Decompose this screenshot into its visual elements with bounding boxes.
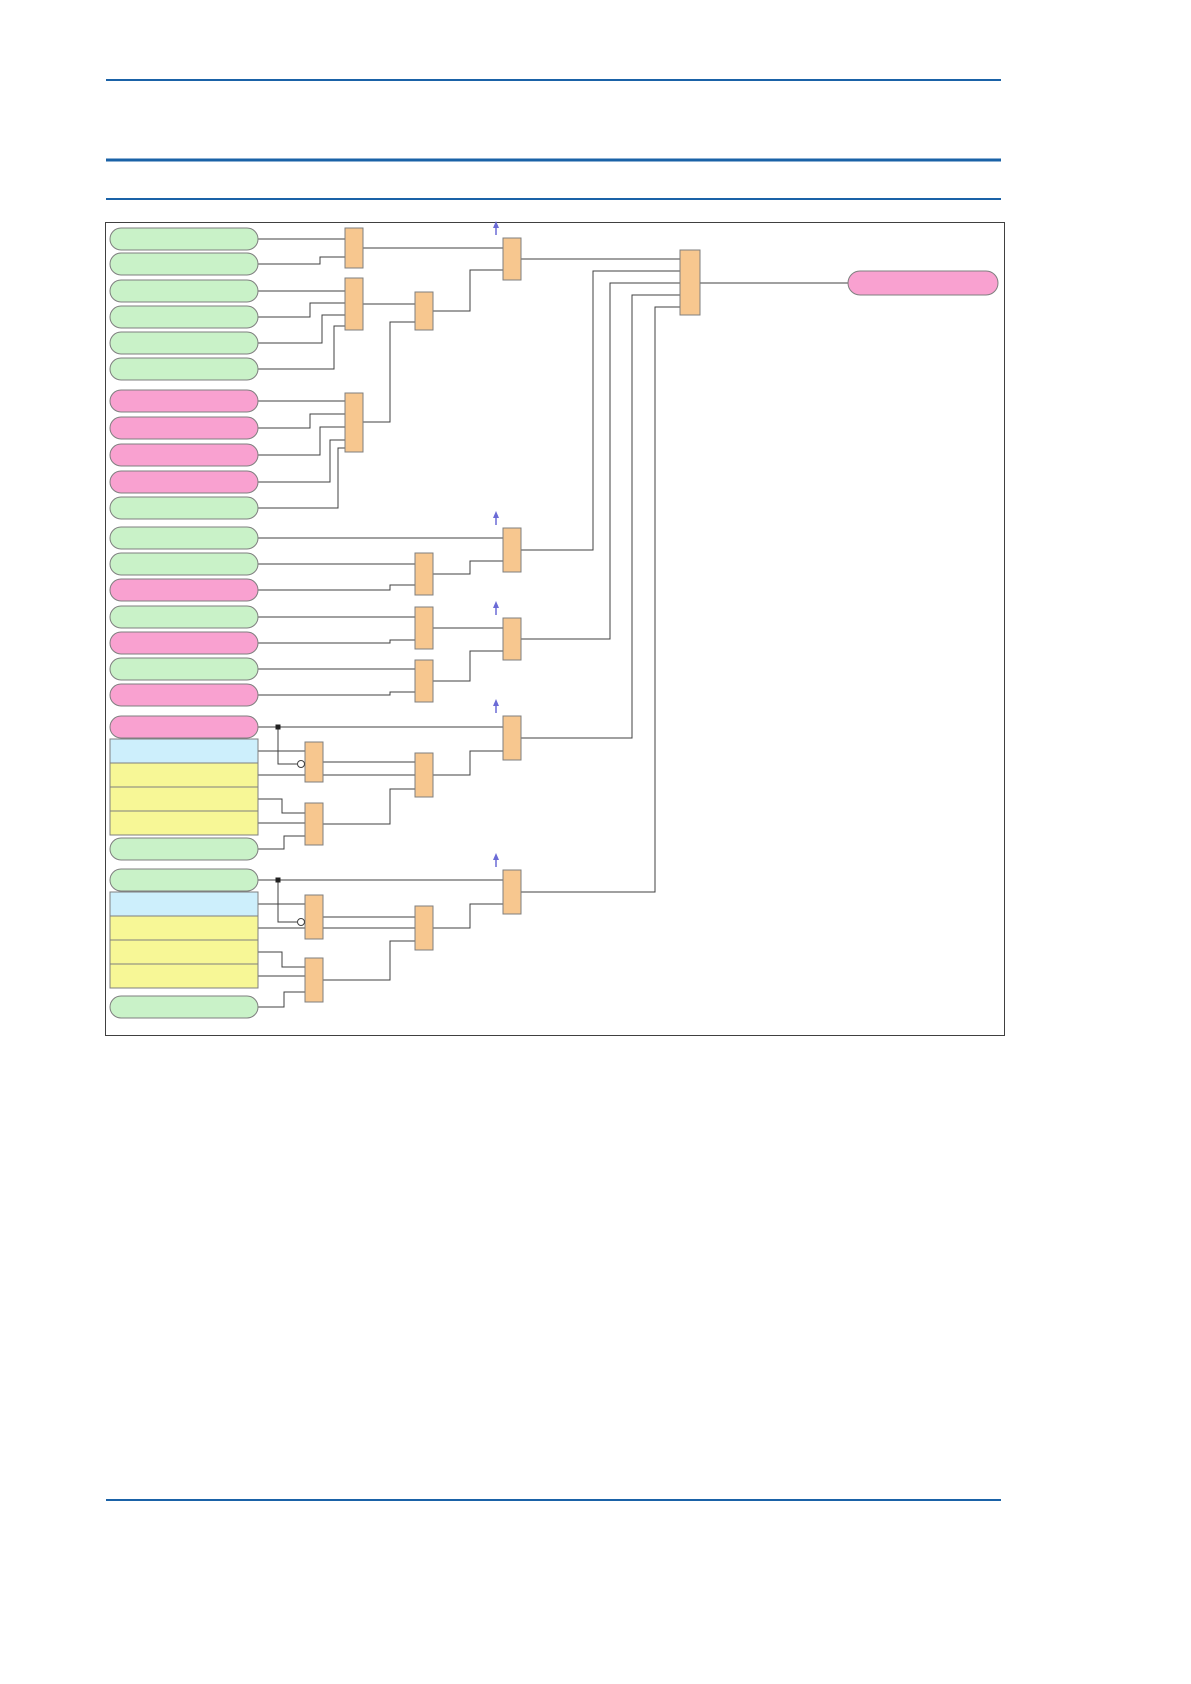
wire	[363, 321, 415, 423]
input-pill-17	[109, 657, 259, 681]
input-pill-11	[109, 496, 259, 520]
input-pill-20	[109, 837, 259, 861]
input-pill-05	[109, 331, 259, 355]
input-pill-13	[109, 552, 259, 576]
gate-b	[344, 277, 364, 331]
junction-dot	[275, 724, 281, 730]
input-pill-16	[109, 631, 259, 655]
config-cell-2b	[109, 915, 259, 941]
edge-detect-arrow-head	[493, 221, 499, 228]
config-cell-2d	[109, 963, 259, 989]
wire	[521, 270, 680, 551]
gate-g	[502, 527, 522, 573]
input-pill-18	[109, 683, 259, 707]
gate-s	[304, 957, 324, 1003]
gate-d	[502, 237, 522, 281]
input-pill-09	[109, 443, 259, 467]
gate-q	[304, 894, 324, 940]
edge-detect-arrow-head	[493, 699, 499, 706]
wire	[258, 447, 345, 509]
wire	[433, 269, 503, 312]
gate-p	[502, 869, 522, 915]
wire	[258, 302, 345, 318]
wire	[521, 306, 680, 893]
invert-bubble	[297, 760, 305, 768]
gate-l	[502, 715, 522, 761]
wire	[258, 835, 305, 850]
wire	[277, 880, 297, 923]
wire	[258, 584, 415, 591]
input-pill-14	[109, 578, 259, 602]
config-cell-1d	[109, 810, 259, 836]
input-pill-06	[109, 357, 259, 381]
wire	[258, 639, 415, 644]
wire	[433, 750, 503, 776]
junction-dot	[275, 877, 281, 883]
wire	[258, 951, 305, 968]
input-pill-10	[109, 470, 259, 494]
wire	[258, 798, 305, 814]
input-pill-19	[109, 715, 259, 739]
input-pill-15	[109, 605, 259, 629]
wire	[258, 426, 345, 456]
edge-detect-arrow-head	[493, 511, 499, 518]
gate-r	[414, 905, 434, 951]
wire	[433, 903, 503, 929]
gate-c	[414, 291, 434, 331]
input-pill-01	[109, 227, 259, 251]
invert-bubble	[297, 918, 305, 926]
config-cell-2a	[109, 891, 259, 917]
config-cell-1a	[109, 738, 259, 764]
wire	[258, 991, 305, 1008]
input-pill-08	[109, 416, 259, 440]
wire	[258, 325, 345, 370]
gate-i	[414, 606, 434, 650]
wire	[258, 314, 345, 344]
input-pill-12	[109, 526, 259, 550]
gate-a	[344, 227, 364, 269]
input-pill-02	[109, 252, 259, 276]
gate-h	[414, 552, 434, 596]
wire	[323, 788, 415, 825]
wire	[258, 439, 345, 483]
wire	[258, 691, 415, 696]
wire	[277, 727, 297, 765]
gate-n	[414, 752, 434, 798]
wire	[323, 940, 415, 981]
input-pill-03	[109, 279, 259, 303]
wire	[433, 560, 503, 575]
gate-j	[502, 617, 522, 661]
wire	[258, 413, 345, 429]
gate-m	[304, 741, 324, 783]
edge-detect-arrow-head	[493, 853, 499, 860]
input-pill-07	[109, 389, 259, 413]
input-pill-21	[109, 868, 259, 892]
edge-detect-arrow-head	[493, 601, 499, 608]
input-pill-04	[109, 305, 259, 329]
gate-e	[344, 392, 364, 453]
gate-o	[304, 802, 324, 846]
wire	[258, 256, 345, 265]
config-cell-1c	[109, 786, 259, 812]
output-pill	[847, 270, 999, 296]
config-cell-1b	[109, 762, 259, 788]
wire	[521, 282, 680, 640]
input-pill-22	[109, 995, 259, 1019]
wire	[433, 650, 503, 682]
wire	[521, 294, 680, 739]
config-cell-2c	[109, 939, 259, 965]
gate-or	[679, 249, 701, 316]
gate-k	[414, 659, 434, 703]
